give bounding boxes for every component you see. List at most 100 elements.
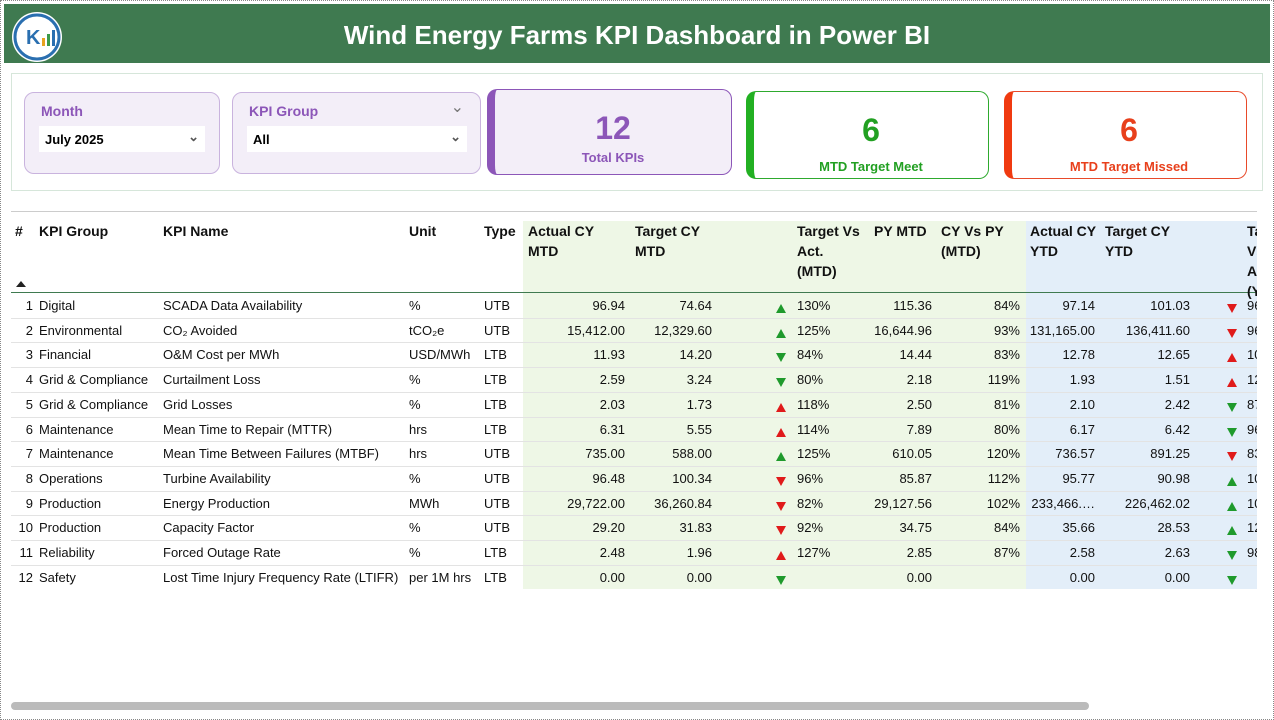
arrow-icon: [776, 378, 786, 388]
table-cell: 2.58: [1069, 545, 1095, 560]
table-cell: 6: [25, 421, 33, 437]
row-divider: [11, 540, 1257, 541]
column-header: Target Vs Act. (MTD): [797, 223, 860, 279]
table-cell: Turbine Availability: [163, 470, 271, 486]
table-cell: %: [409, 298, 421, 313]
card-label: Total KPIs: [581, 150, 645, 165]
table-cell: USD/MWh: [409, 347, 471, 363]
status-arrow: [1226, 522, 1238, 536]
status-arrow: [775, 448, 787, 462]
table-cell: 2.85: [906, 545, 932, 560]
table-cell: Grid Losses: [163, 396, 233, 412]
table-cell: 1.93: [1069, 372, 1095, 388]
status-arrow: [1226, 572, 1238, 585]
table-cell: 2.42: [1164, 396, 1190, 412]
table-cell: 35.66: [1062, 520, 1095, 536]
table-cell: 9: [25, 495, 33, 511]
table-cell: 87%: [993, 545, 1020, 560]
card-value: 12: [595, 110, 631, 146]
table-cell: 14.20: [679, 347, 712, 363]
arrow-icon: [1227, 427, 1237, 437]
title: Wind Energy Farms KPI Dashboard in Power…: [343, 20, 931, 50]
arrow-icon: [1227, 402, 1237, 412]
scrollbar[interactable]: [11, 702, 1089, 710]
total-kpis-card: 12 Total KPIs: [487, 89, 732, 175]
row-divider: [11, 465, 1257, 467]
row-divider: [11, 515, 1257, 517]
slicer-dropdown[interactable]: All ⌄: [247, 126, 467, 152]
table-cell: Grid & Compliance: [39, 396, 149, 412]
table-cell: 98%: [1247, 545, 1257, 560]
table-cell: 83%: [993, 347, 1020, 363]
slicer-dropdown[interactable]: July 2025 ⌄: [39, 126, 205, 152]
column-header: PY MTD: [874, 223, 927, 239]
table-cell: 1.96: [686, 545, 712, 560]
table-cell: Production: [39, 520, 102, 536]
table-cell: 1.73: [686, 396, 712, 412]
status-arrow: [1226, 300, 1238, 313]
table-cell: Grid & Compliance: [39, 372, 149, 388]
table-cell: CO₂ Avoided: [163, 322, 238, 338]
row-divider: [11, 416, 1257, 418]
table-cell: 736.57: [1055, 446, 1095, 462]
table-cell: 95.77: [1062, 470, 1095, 486]
row-divider: [11, 564, 1257, 566]
chevron: ⌄: [450, 99, 464, 116]
table-cell: per 1M hrs: [409, 569, 472, 585]
month-slicer[interactable]: Month July 2025 ⌄: [24, 92, 220, 174]
status-arrow: [775, 399, 787, 412]
table-cell: 5.55: [686, 421, 712, 437]
table-cell: 82%: [797, 495, 824, 511]
row-divider: [11, 391, 1257, 393]
arrow-icon: [1227, 526, 1237, 536]
table-cell: 14.44: [899, 347, 932, 363]
table-cell: 735.00: [585, 446, 625, 462]
table-cell: 3.24: [686, 372, 712, 388]
table-cell: LTB: [484, 545, 507, 560]
table-cell: 4: [25, 372, 33, 388]
table-cell: Mean Time to Repair (MTTR): [163, 421, 333, 437]
table-cell: 11: [19, 545, 34, 560]
table-cell: Energy Production: [163, 495, 270, 511]
table-cell: 87%: [1247, 396, 1257, 412]
table-cell: 0.00: [686, 569, 712, 585]
arrow-icon: [1227, 452, 1237, 462]
status-arrow: [775, 522, 787, 536]
column-header: Unit: [409, 223, 437, 239]
arrow-icon: [1227, 328, 1237, 338]
table-cell: LTB: [484, 347, 507, 363]
table-cell: 0.00: [906, 569, 932, 585]
table-cell: 2.18: [906, 372, 932, 388]
table-cell: 74.64: [679, 298, 712, 313]
table-cell: 105%: [1247, 470, 1257, 486]
column-header: CY Vs PY (MTD): [941, 223, 1004, 259]
card-value: 6: [1120, 112, 1138, 148]
slicer-label: Month: [41, 103, 83, 119]
table-cell: 131,165.00: [1029, 322, 1095, 338]
arrow-icon: [776, 501, 786, 511]
table-cell: 588.00: [672, 446, 712, 462]
table-cell: O&M Cost per MWh: [163, 347, 280, 363]
table-cell: 128%: [1247, 372, 1257, 388]
row-divider: [11, 317, 1257, 319]
table-cell: 12,329.60: [654, 322, 712, 338]
arrow-icon: [1227, 378, 1237, 388]
arrow-icon: [776, 353, 786, 363]
table-cell: LTB: [484, 396, 507, 412]
arrow-icon: [776, 526, 786, 536]
svg-text:K: K: [26, 27, 41, 49]
status-arrow: [1226, 473, 1238, 486]
table-cell: SCADA Data Availability: [163, 298, 303, 313]
table-cell: %: [409, 372, 421, 388]
kpi-group-slicer[interactable]: KPI Group ⌄ All ⌄: [232, 92, 481, 174]
table-cell: 10: [18, 520, 33, 536]
table-cell: 2: [25, 322, 33, 338]
table-cell: 127%: [797, 545, 831, 560]
met-card: 6 MTD Target Meet: [746, 91, 989, 179]
column-header: KPI Name: [163, 223, 229, 239]
table-cell: MWh: [409, 495, 440, 511]
table-cell: hrs: [409, 421, 428, 437]
table-cell: 6.17: [1069, 421, 1095, 437]
table-cell: 102%: [986, 495, 1020, 511]
